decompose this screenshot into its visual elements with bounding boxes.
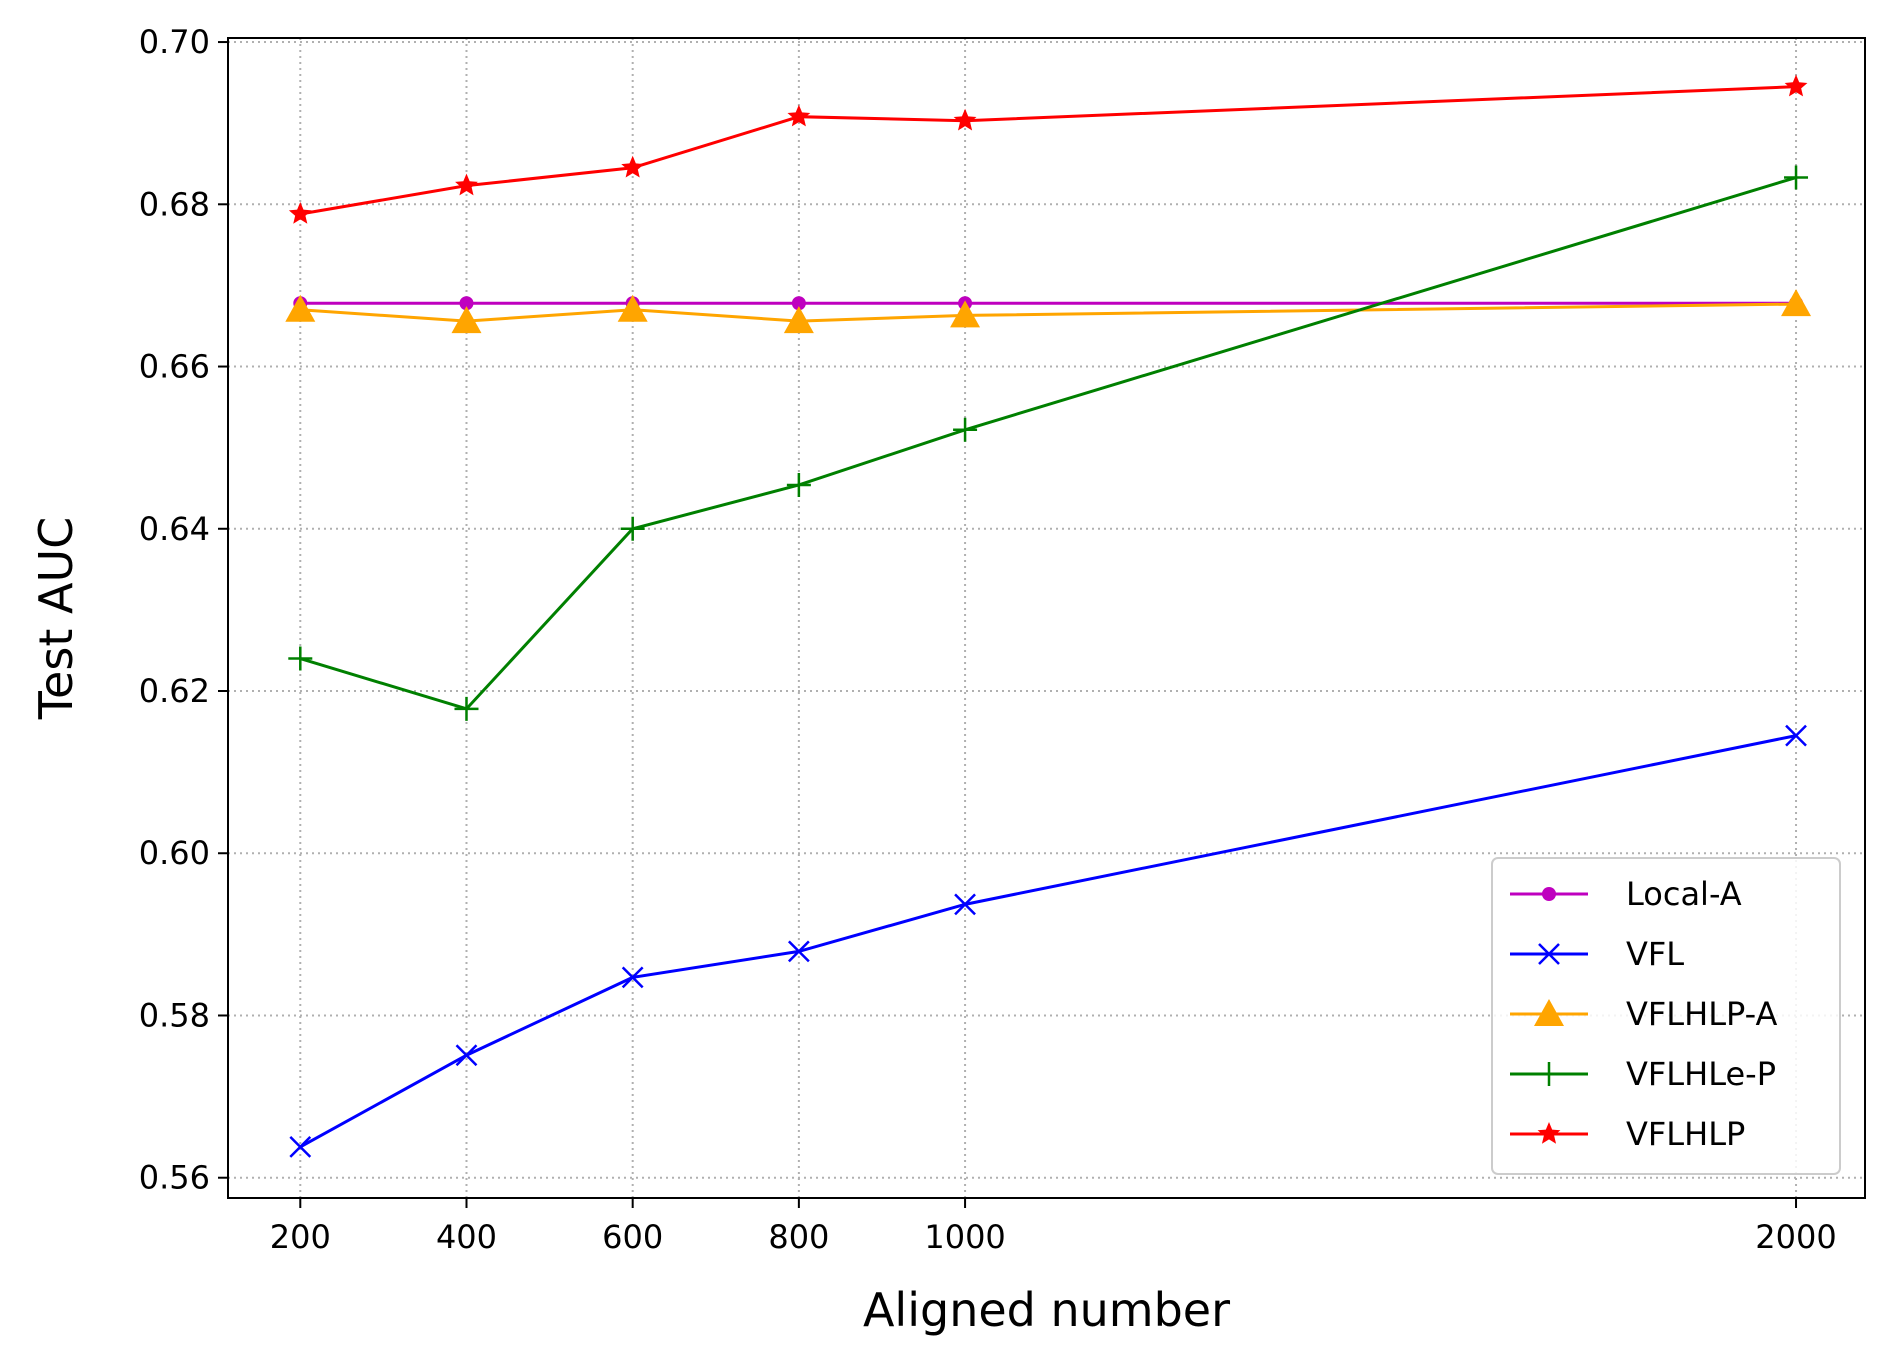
y-tick-label: 0.66 bbox=[139, 348, 210, 386]
axis-ticks: 0.56 0.58 0.60 0.62 0.64 0.66 0.68 0.70 200 400 60… bbox=[139, 23, 1837, 1256]
series-line bbox=[300, 85, 1797, 216]
x-tick-label: 800 bbox=[768, 1218, 829, 1256]
data-point bbox=[954, 893, 976, 916]
legend-item-vflhle-p: VFLHLe-P bbox=[1510, 1055, 1776, 1093]
x-tick-label: 600 bbox=[602, 1218, 663, 1256]
legend-label: VFLHLe-P bbox=[1626, 1055, 1776, 1093]
data-point bbox=[791, 296, 806, 311]
data-point bbox=[786, 472, 811, 497]
legend-item-local-a: Local-A bbox=[1510, 875, 1742, 913]
series-line bbox=[300, 302, 1797, 323]
y-tick-label: 0.56 bbox=[139, 1159, 210, 1197]
x-tick-label: 400 bbox=[436, 1218, 497, 1256]
x-axis-title: Aligned number bbox=[863, 1283, 1230, 1337]
data-point bbox=[289, 1136, 312, 1158]
y-tick-label: 0.60 bbox=[139, 834, 210, 872]
data-point bbox=[953, 417, 978, 442]
data-point bbox=[1785, 724, 1807, 747]
legend-label: VFLHLP-A bbox=[1626, 995, 1777, 1033]
data-point bbox=[953, 108, 977, 131]
data-point bbox=[787, 940, 810, 963]
data-point bbox=[451, 306, 482, 334]
legend-marker bbox=[1537, 1062, 1561, 1086]
legend: Local-A VFL VFLHLP-A VFLHLe-P VFLHLP bbox=[1491, 857, 1841, 1175]
data-point bbox=[459, 296, 474, 311]
legend-marker bbox=[1542, 887, 1556, 901]
data-point bbox=[620, 516, 645, 541]
y-tick-label: 0.58 bbox=[139, 996, 210, 1034]
legend-item-vfl: VFL bbox=[1510, 935, 1684, 973]
legend-label: VFLHLP bbox=[1626, 1115, 1745, 1153]
data-point bbox=[285, 294, 316, 322]
series-vflhlp bbox=[288, 74, 1808, 224]
y-axis-title: Test AUC bbox=[29, 517, 83, 720]
data-point bbox=[455, 1044, 478, 1067]
data-point bbox=[783, 306, 814, 334]
legend-marker bbox=[1534, 999, 1564, 1026]
x-tick-label: 2000 bbox=[1755, 1218, 1836, 1256]
legend-item-vflhlp-a: VFLHLP-A bbox=[1510, 995, 1777, 1033]
series-line bbox=[299, 734, 1797, 1149]
data-point bbox=[621, 155, 645, 178]
data-point bbox=[787, 104, 811, 127]
y-tick-label: 0.70 bbox=[139, 23, 210, 61]
series-vflhle-p bbox=[288, 165, 1809, 721]
data-point bbox=[1781, 289, 1812, 317]
data-point bbox=[617, 294, 648, 322]
data-point bbox=[288, 202, 312, 224]
legend-label: VFL bbox=[1626, 935, 1684, 973]
series-vfl bbox=[289, 724, 1807, 1158]
y-tick-label: 0.62 bbox=[139, 672, 210, 710]
y-tick-label: 0.68 bbox=[139, 185, 210, 223]
legend-label: Local-A bbox=[1626, 875, 1742, 913]
data-point bbox=[455, 173, 478, 196]
series-vflhlp-a bbox=[285, 289, 1812, 334]
data-point bbox=[454, 696, 479, 721]
series-layer bbox=[285, 74, 1812, 1158]
data-point bbox=[621, 966, 644, 989]
legend-box bbox=[1491, 857, 1841, 1175]
series-line bbox=[299, 176, 1797, 711]
legend-marker bbox=[1538, 943, 1560, 965]
y-tick-label: 0.64 bbox=[139, 510, 210, 548]
x-tick-label: 1000 bbox=[924, 1218, 1005, 1256]
legend-item-vflhlp: VFLHLP bbox=[1510, 1115, 1745, 1153]
data-point bbox=[950, 300, 981, 328]
x-tick-label: 200 bbox=[270, 1218, 331, 1256]
legend-marker bbox=[1537, 1122, 1561, 1144]
data-point bbox=[1784, 165, 1809, 190]
plot-frame bbox=[227, 37, 1866, 1199]
data-point bbox=[1784, 74, 1808, 97]
data-point bbox=[288, 646, 313, 671]
grid-lines bbox=[228, 38, 1865, 1198]
